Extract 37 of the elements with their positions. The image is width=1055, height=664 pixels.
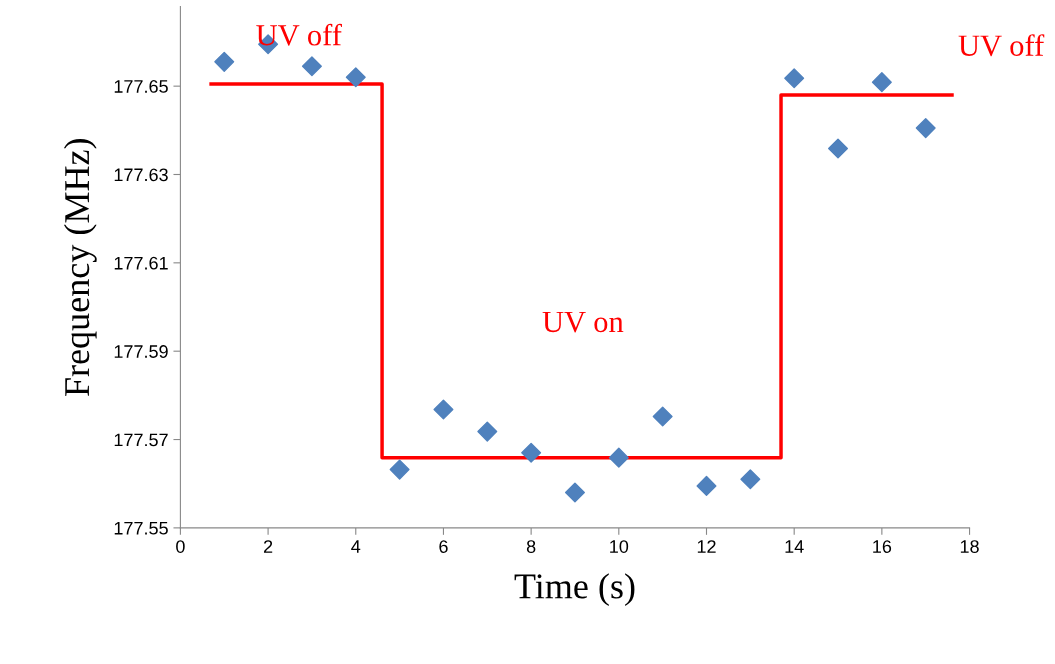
y-tick-label: 177.63 (114, 168, 168, 182)
x-axis-title: Time (s) (514, 573, 635, 606)
point (652, 406, 673, 427)
x-tick-label: 14 (785, 540, 804, 553)
y-tick-label: 177.57 (114, 433, 168, 447)
point (740, 469, 761, 490)
point (915, 118, 936, 139)
x-tick-label: 6 (439, 540, 448, 553)
point (301, 56, 322, 77)
y-tick-label: 177.59 (114, 345, 168, 358)
point (828, 138, 849, 159)
y-axis-title: Frequency (MHz) (63, 139, 97, 397)
point (389, 459, 410, 480)
point (871, 72, 892, 93)
x-tick-label: 4 (351, 540, 361, 553)
point (214, 51, 235, 72)
y-tick-label: 177.55 (114, 522, 168, 535)
x-tick-label: 8 (526, 540, 536, 553)
point (696, 475, 717, 496)
point (433, 399, 454, 420)
point (608, 447, 629, 468)
point (477, 421, 498, 442)
x-tick-label: 2 (263, 540, 273, 553)
x-tick-label: 18 (960, 540, 979, 553)
x-tick-label: 16 (873, 540, 892, 553)
x-tick-label: 12 (697, 540, 716, 553)
annotation: UV off (958, 34, 1045, 57)
point (345, 67, 366, 88)
y-tick-label: 177.61 (114, 256, 168, 270)
x-tick-label: 0 (176, 540, 185, 553)
y-tick-label: 177.65 (114, 80, 168, 93)
point (521, 442, 542, 463)
point (564, 482, 585, 503)
point (784, 68, 805, 89)
x-tick-label: 10 (610, 540, 629, 553)
annotation: UV off (256, 23, 342, 46)
annotation: UV on (542, 311, 624, 333)
